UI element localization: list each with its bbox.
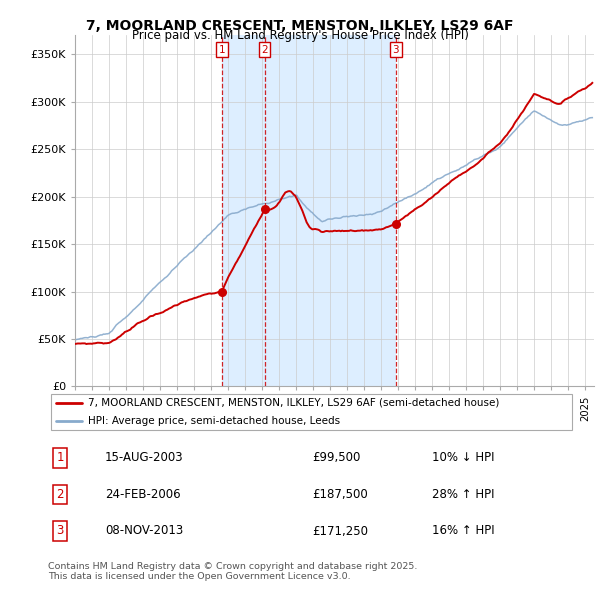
Text: 2: 2 (261, 45, 268, 55)
Text: 15-AUG-2003: 15-AUG-2003 (105, 451, 184, 464)
Text: 2: 2 (56, 488, 64, 501)
Text: Contains HM Land Registry data © Crown copyright and database right 2025.: Contains HM Land Registry data © Crown c… (48, 562, 418, 571)
Text: 7, MOORLAND CRESCENT, MENSTON, ILKLEY, LS29 6AF: 7, MOORLAND CRESCENT, MENSTON, ILKLEY, L… (86, 19, 514, 33)
FancyBboxPatch shape (50, 394, 572, 430)
Text: 28% ↑ HPI: 28% ↑ HPI (432, 488, 494, 501)
Text: HPI: Average price, semi-detached house, Leeds: HPI: Average price, semi-detached house,… (88, 416, 340, 426)
Text: 3: 3 (392, 45, 399, 55)
Text: 10% ↓ HPI: 10% ↓ HPI (432, 451, 494, 464)
Text: This data is licensed under the Open Government Licence v3.0.: This data is licensed under the Open Gov… (48, 572, 350, 581)
Text: 16% ↑ HPI: 16% ↑ HPI (432, 525, 494, 537)
Text: £171,250: £171,250 (312, 525, 368, 537)
Text: £187,500: £187,500 (312, 488, 368, 501)
Text: 24-FEB-2006: 24-FEB-2006 (105, 488, 181, 501)
Text: Price paid vs. HM Land Registry's House Price Index (HPI): Price paid vs. HM Land Registry's House … (131, 30, 469, 42)
Text: 3: 3 (56, 525, 64, 537)
Text: 08-NOV-2013: 08-NOV-2013 (105, 525, 183, 537)
Text: £99,500: £99,500 (312, 451, 361, 464)
Text: 1: 1 (218, 45, 225, 55)
Bar (221, 35, 396, 386)
Text: 1: 1 (56, 451, 64, 464)
Text: 7, MOORLAND CRESCENT, MENSTON, ILKLEY, LS29 6AF (semi-detached house): 7, MOORLAND CRESCENT, MENSTON, ILKLEY, L… (88, 398, 499, 408)
